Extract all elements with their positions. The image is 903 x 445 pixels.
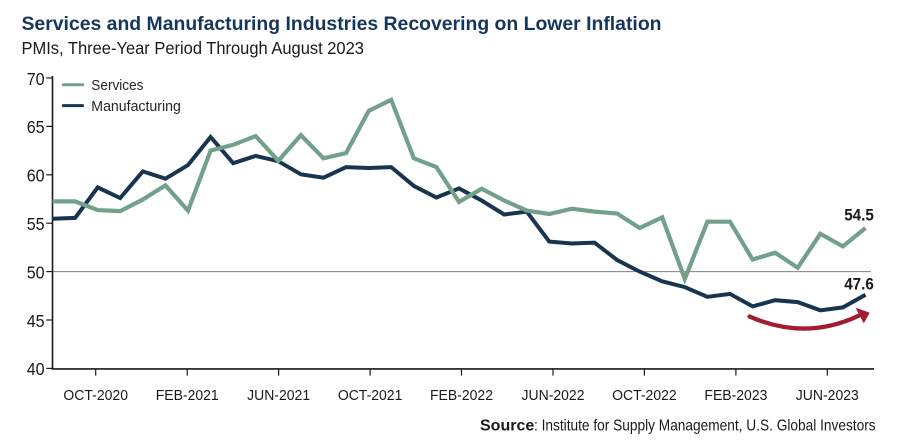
svg-text:FEB-2022: FEB-2022 — [430, 388, 493, 404]
svg-text:47.6: 47.6 — [844, 275, 874, 294]
svg-text:JUN-2022: JUN-2022 — [521, 388, 584, 404]
svg-text:OCT-2022: OCT-2022 — [612, 388, 677, 404]
svg-text:OCT-2020: OCT-2020 — [63, 388, 128, 404]
svg-text:JUN-2021: JUN-2021 — [247, 388, 310, 404]
svg-text:70: 70 — [27, 69, 45, 89]
svg-text:60: 60 — [27, 166, 45, 186]
svg-text:55: 55 — [27, 214, 45, 234]
svg-text:JUN-2023: JUN-2023 — [796, 388, 859, 404]
svg-text:OCT-2021: OCT-2021 — [338, 388, 403, 404]
svg-text:45: 45 — [27, 311, 45, 331]
svg-text:Manufacturing: Manufacturing — [91, 99, 181, 115]
svg-text:FEB-2021: FEB-2021 — [156, 388, 219, 404]
svg-text:50: 50 — [27, 263, 45, 283]
svg-text:40: 40 — [27, 360, 45, 380]
svg-text:65: 65 — [27, 118, 45, 138]
svg-text:Services and Manufacturing Ind: Services and Manufacturing Industries Re… — [22, 13, 662, 35]
svg-text:Source: Source — [480, 418, 534, 435]
svg-text:: Institute for Supply Managem: : Institute for Supply Management, U.S. … — [534, 418, 876, 435]
svg-text:PMIs, Three-Year Period Throug: PMIs, Three-Year Period Through August 2… — [22, 38, 364, 58]
svg-text:FEB-2023: FEB-2023 — [704, 388, 767, 404]
svg-text:Services: Services — [91, 77, 143, 94]
svg-text:54.5: 54.5 — [844, 206, 874, 225]
